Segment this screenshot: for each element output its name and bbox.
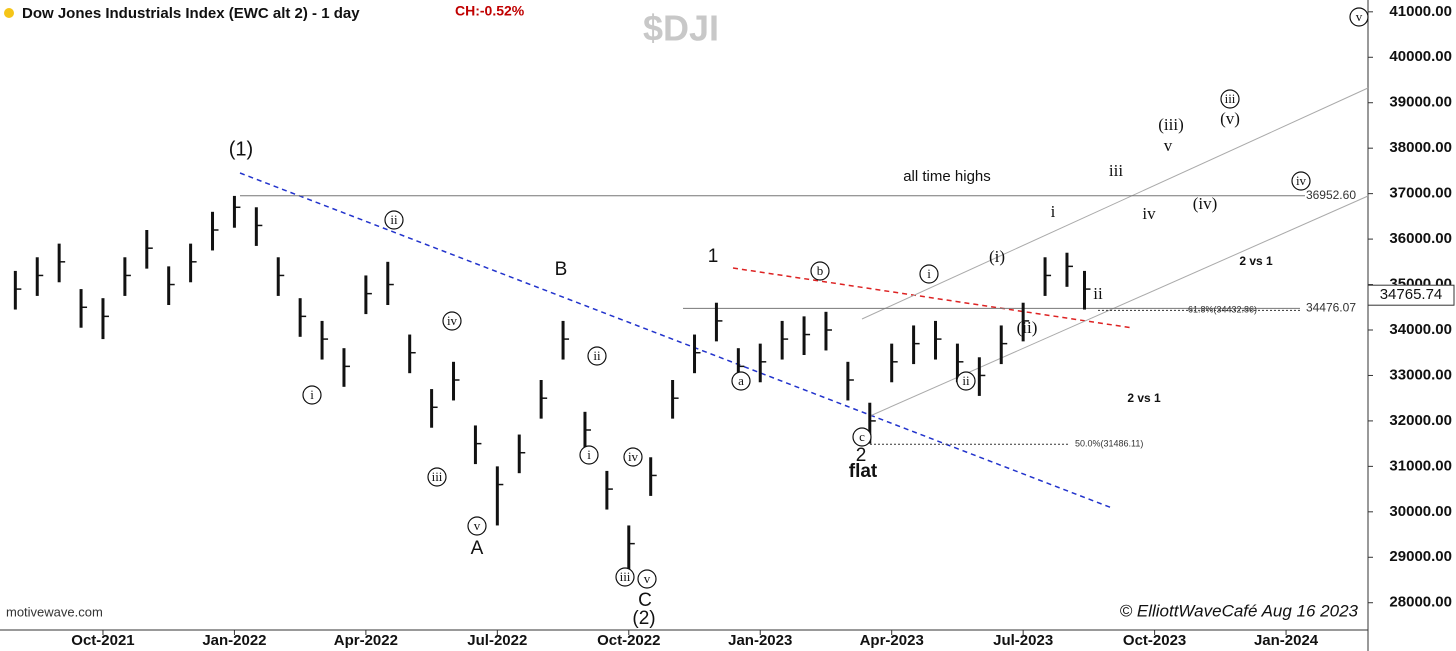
wave-label: iii	[620, 569, 631, 584]
y-tick-label: 41000.00	[1389, 3, 1452, 20]
source-label: motivewave.com	[6, 604, 103, 619]
x-tick-label: Apr-2022	[334, 632, 398, 649]
y-tick-label: 33000.00	[1389, 366, 1452, 383]
x-tick-label: Apr-2023	[860, 632, 924, 649]
wave-label: iv	[628, 449, 639, 464]
wave-label: v	[474, 518, 481, 533]
wave-label: i	[927, 266, 931, 281]
watermark: $DJI	[643, 8, 719, 49]
wave-label: 1	[708, 246, 719, 267]
wave-label: 2	[856, 445, 867, 466]
wave-circle	[1220, 89, 1240, 109]
chart-title: Dow Jones Industrials Index (EWC alt 2) …	[22, 5, 360, 22]
wave-label: iv	[1296, 173, 1307, 188]
channel-line	[861, 87, 1369, 320]
wave-label: flat	[849, 461, 878, 482]
level-label: 34476.07	[1306, 301, 1356, 315]
wave-label: a	[738, 373, 744, 388]
y-tick-label: 38000.00	[1389, 139, 1452, 156]
x-tick-label: Jul-2023	[993, 632, 1053, 649]
x-tick-label: Jan-2023	[728, 632, 792, 649]
wave-label: v	[644, 571, 651, 586]
channel-line	[869, 195, 1369, 417]
wave-label: v	[1356, 9, 1363, 24]
wave-label: A	[471, 538, 484, 559]
trend-line	[239, 172, 1113, 509]
wave-circle	[467, 516, 487, 536]
wave-circle	[956, 371, 976, 391]
wave-label: iii	[432, 469, 443, 484]
wave-circle	[579, 445, 599, 465]
y-tick-label: 36000.00	[1389, 230, 1452, 247]
y-tick-label: 28000.00	[1389, 594, 1452, 611]
wave-circle	[615, 567, 635, 587]
wave-label: 2 vs 1	[1127, 391, 1161, 405]
wave-label: (2)	[632, 608, 655, 629]
wave-label: (1)	[229, 138, 253, 160]
y-tick-label: 37000.00	[1389, 185, 1452, 202]
wave-label: c	[859, 429, 865, 444]
wave-label: iv	[447, 313, 458, 328]
wave-label: ii	[390, 212, 398, 227]
wave-label: (iv)	[1193, 194, 1218, 213]
wave-circle	[852, 427, 872, 447]
wave-circle	[810, 261, 830, 281]
y-tick-label: 29000.00	[1389, 548, 1452, 565]
wave-label: iv	[1142, 204, 1156, 223]
wave-circle	[302, 385, 322, 405]
wave-circle	[442, 311, 462, 331]
x-tick-label: Oct-2023	[1123, 632, 1186, 649]
change-label: CH:-0.52%	[455, 3, 525, 19]
wave-label: B	[555, 259, 568, 280]
y-tick-label: 34000.00	[1389, 321, 1452, 338]
wave-label: (i)	[989, 247, 1005, 266]
level-label: 36952.60	[1306, 188, 1356, 202]
wave-circle	[1291, 171, 1311, 191]
wave-label: i	[587, 447, 591, 462]
wave-label: b	[817, 263, 824, 278]
fib-label: 61.8%(34432.86)	[1188, 305, 1257, 315]
y-tick-label: 32000.00	[1389, 412, 1452, 429]
wave-circle	[587, 346, 607, 366]
wave-label: ii	[962, 373, 970, 388]
wave-label: ii	[1093, 284, 1103, 303]
wave-circle	[384, 210, 404, 230]
wave-label: iii	[1109, 161, 1123, 180]
wave-label: (v)	[1220, 109, 1240, 128]
x-tick-label: Oct-2022	[597, 632, 660, 649]
x-tick-label: Jan-2024	[1254, 632, 1319, 649]
wave-label: ii	[593, 348, 601, 363]
wave-circle	[1349, 7, 1369, 27]
y-tick-label: 31000.00	[1389, 457, 1452, 474]
wave-circle	[919, 264, 939, 284]
wave-label: v	[1164, 136, 1173, 155]
wave-circle	[427, 467, 447, 487]
x-tick-label: Jan-2022	[202, 632, 266, 649]
status-dot	[4, 8, 14, 18]
wave-label: i	[1051, 202, 1056, 221]
trend-line	[732, 267, 1134, 329]
x-tick-label: Oct-2021	[71, 632, 134, 649]
wave-circle	[731, 371, 751, 391]
price-tag	[1367, 284, 1455, 306]
wave-label: iii	[1225, 91, 1236, 106]
y-tick-label: 40000.00	[1389, 48, 1452, 65]
wave-label: C	[638, 590, 652, 611]
fib-label: 50.0%(31486.11)	[1075, 439, 1143, 449]
wave-circle	[623, 447, 643, 467]
wave-label: (iii)	[1158, 115, 1184, 134]
price-tag-label: 34765.74	[1380, 286, 1443, 303]
wave-label: all time highs	[903, 168, 991, 185]
wave-label: (ii)	[1017, 318, 1038, 337]
y-tick-label: 30000.00	[1389, 503, 1452, 520]
credit-label: © ElliottWaveCafé Aug 16 2023	[1120, 601, 1359, 620]
wave-label: i	[310, 387, 314, 402]
wave-label: 2 vs 1	[1239, 254, 1273, 268]
x-tick-label: Jul-2022	[467, 632, 527, 649]
wave-circle	[637, 569, 657, 589]
y-tick-label: 39000.00	[1389, 94, 1452, 111]
